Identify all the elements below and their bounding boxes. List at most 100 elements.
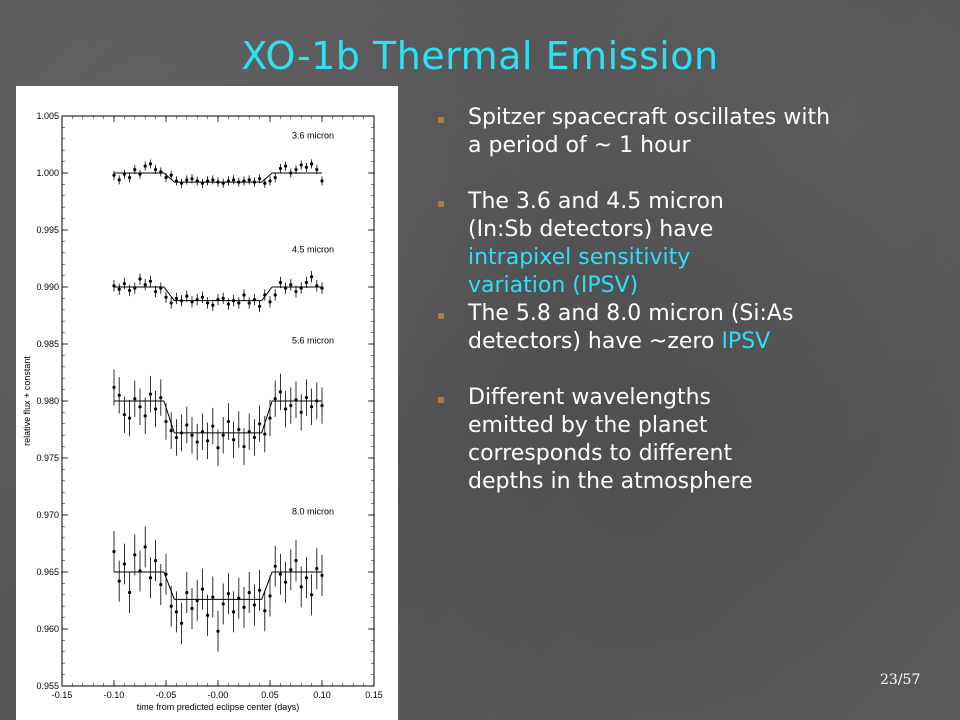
light-curve-figure: -0.15 -0.10 -0.05 -0.00 0.05 0.10 0.15 0.955 0.9…: [16, 86, 398, 720]
data-point: [304, 165, 308, 169]
data-point: [237, 180, 241, 184]
data-point: [112, 284, 116, 288]
data-point: [180, 431, 184, 435]
data-point: [289, 283, 293, 287]
data-point: [133, 286, 137, 290]
data-point: [190, 300, 194, 304]
data-point: [315, 284, 319, 288]
data-point: [304, 280, 308, 285]
data-point: [310, 405, 314, 409]
data-point: [310, 275, 314, 279]
data-point: [128, 175, 132, 180]
x-tick-label: -0.00: [208, 690, 229, 700]
data-point: [284, 286, 288, 290]
data-point: [117, 178, 121, 182]
data-point: [148, 392, 152, 396]
data-point: [252, 435, 256, 440]
data-point: [263, 293, 267, 297]
data-point: [185, 423, 189, 427]
y-tick-label: 0.980: [36, 396, 59, 406]
data-point: [133, 553, 137, 557]
data-point: [174, 435, 178, 440]
data-point: [143, 283, 147, 287]
data-point: [216, 446, 220, 450]
data-point: [304, 576, 308, 580]
y-tick-label: 0.970: [36, 510, 59, 520]
data-point: [268, 416, 272, 420]
data-point: [112, 173, 116, 177]
data-point: [315, 399, 319, 403]
data-point: [237, 596, 241, 600]
highlighted-text: intrapixel sensitivity variation (IPSV): [468, 245, 691, 298]
data-point: [221, 433, 225, 437]
data-point: [216, 629, 220, 633]
y-tick-label: 0.975: [36, 453, 59, 463]
data-point: [143, 545, 147, 549]
data-point: [180, 621, 184, 625]
y-tick-label: 1.000: [36, 168, 59, 178]
series-label: 5.6 micron: [292, 336, 334, 346]
data-point: [299, 585, 303, 589]
data-point: [289, 403, 293, 408]
bullet-marker-icon: [438, 117, 444, 123]
data-point: [278, 166, 282, 171]
data-point: [206, 439, 210, 443]
y-tick-label: 0.965: [36, 567, 59, 577]
data-point: [320, 573, 324, 578]
data-point: [226, 302, 230, 306]
data-point: [263, 181, 267, 185]
page-number: 23/57: [880, 672, 921, 688]
data-point: [284, 580, 288, 584]
data-point: [226, 592, 230, 596]
data-point: [252, 603, 256, 607]
data-point: [195, 297, 199, 302]
data-point: [216, 180, 220, 184]
data-point: [133, 397, 137, 401]
data-point: [148, 279, 152, 283]
data-point: [200, 587, 204, 591]
data-point: [320, 286, 324, 290]
bullet-item: The 3.6 and 4.5 micron (In:Sb detectors)…: [436, 188, 788, 300]
data-point: [273, 397, 277, 401]
data-point: [252, 297, 256, 302]
y-tick-label: 0.985: [36, 339, 59, 349]
data-point: [206, 613, 210, 617]
data-point: [206, 301, 210, 305]
data-point: [190, 433, 194, 437]
data-point: [242, 605, 246, 609]
data-point: [174, 296, 178, 300]
bullet-text: Spitzer spacecraft oscillates with a per…: [468, 105, 831, 158]
data-point: [310, 162, 314, 166]
data-point: [154, 407, 158, 411]
data-point: [206, 179, 210, 183]
bullet-text: The 5.8 and 8.0 micron (Si:As detectors)…: [468, 301, 794, 354]
x-tick-label: -0.05: [156, 690, 177, 700]
plot-frame: [61, 115, 375, 687]
data-point: [148, 162, 152, 166]
data-point: [247, 301, 251, 305]
light-curve-chart: -0.15 -0.10 -0.05 -0.00 0.05 0.10 0.15 0.955 0.9…: [22, 111, 383, 712]
bullet-list: Spitzer spacecraft oscillates with a per…: [436, 104, 936, 496]
x-tick-label: 0.05: [261, 690, 279, 700]
bullet-item: The 5.8 and 8.0 micron (Si:As detectors)…: [436, 300, 848, 356]
data-point: [237, 427, 241, 432]
data-point: [273, 293, 277, 297]
data-point: [122, 562, 126, 566]
data-point: [268, 300, 272, 304]
x-tick-label: 0.15: [365, 690, 383, 700]
data-point: [180, 181, 184, 185]
data-point: [252, 180, 256, 184]
data-point: [284, 164, 288, 168]
data-point: [185, 178, 189, 182]
data-point: [294, 167, 298, 172]
data-point: [138, 569, 142, 573]
data-point: [159, 582, 163, 587]
data-point: [112, 385, 116, 389]
series-label: 4.5 micron: [292, 244, 334, 254]
data-point: [315, 167, 319, 172]
data-point: [278, 572, 282, 576]
data-point: [143, 164, 147, 168]
data-point: [315, 566, 319, 571]
data-point: [122, 172, 126, 176]
series-8-0-micron: 8.0 micron: [112, 507, 334, 652]
